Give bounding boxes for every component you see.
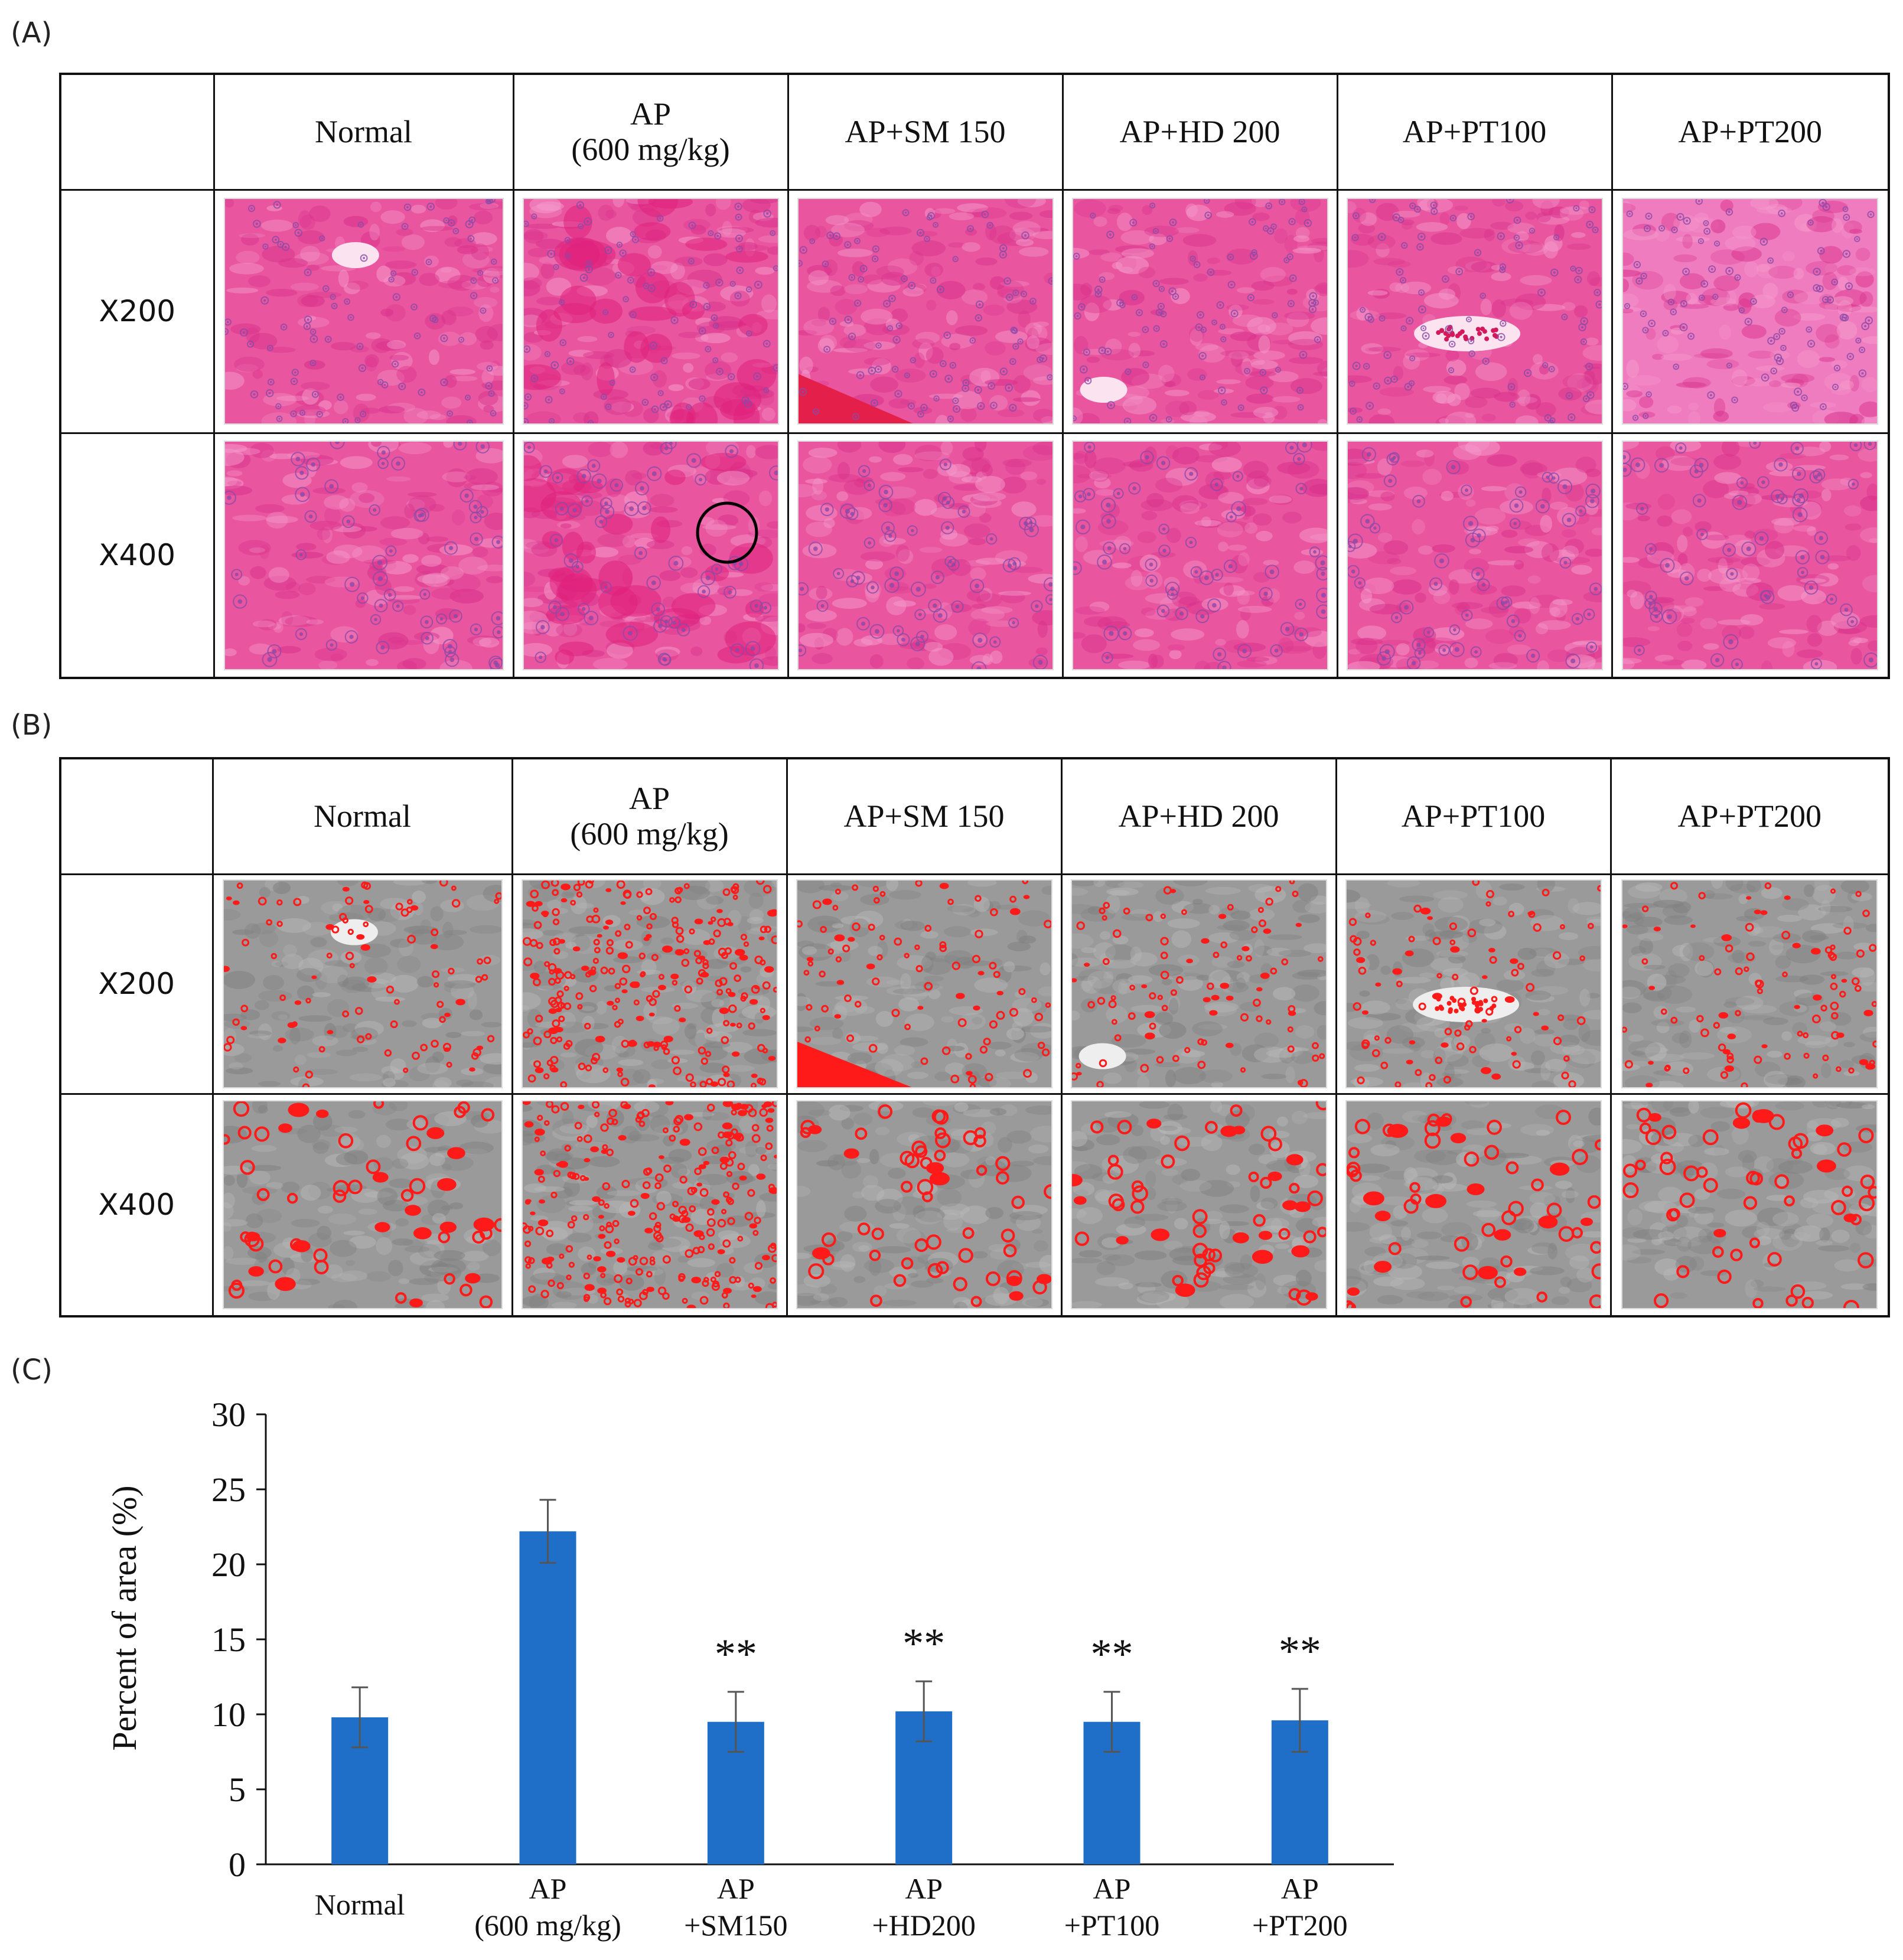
- he-ap-pt100-x200-image: [1346, 198, 1603, 425]
- mask-ap-pt100-x200-image: [1345, 879, 1602, 1088]
- corner-cell: [59, 757, 214, 875]
- col-header-ap-sm150: AP+SM 150: [787, 73, 1064, 191]
- row-label-x400: X400: [59, 432, 215, 679]
- col-header-ap-pt100: AP+PT100: [1335, 757, 1612, 875]
- x-category-label: (600 mg/kg): [474, 1909, 621, 1942]
- percent-area-bar-chart: 0 5 10 15 20 25 30 Normal AP (600 mg/kg) ** AP +SM1…: [105, 1395, 1394, 1942]
- he-ap-x200-image: [522, 198, 779, 425]
- x-category-label: +SM150: [684, 1909, 787, 1942]
- he-stain-table: Normal AP (600 mg/kg) AP+SM 150 AP+HD 200…: [59, 73, 1890, 679]
- bar: [519, 1531, 576, 1864]
- mask-ap-pt200-x400-image: [1621, 1100, 1878, 1310]
- col-header-ap-hd200: AP+HD 200: [1061, 73, 1338, 191]
- col-header-ap-pt200: AP+PT200: [1611, 73, 1890, 191]
- mask-normal-x400-image: [222, 1100, 503, 1310]
- y-tick-label: 5: [229, 1770, 246, 1809]
- y-axis-label: Percent of area (%): [105, 1485, 144, 1750]
- row-label-x200: X200: [59, 188, 215, 434]
- chart-bars: Normal AP (600 mg/kg) ** AP +SM150 ** AP +HD200 *…: [315, 1499, 1348, 1942]
- he-ap-x400-image: [522, 440, 779, 670]
- mask-ap-x200-image: [521, 879, 778, 1088]
- mask-ap-pt100-x400-image: [1345, 1100, 1602, 1310]
- y-tick-label: 25: [211, 1470, 246, 1509]
- mask-normal-x200-image: [222, 879, 503, 1088]
- x-category-label: AP: [1093, 1872, 1131, 1905]
- chart-axes: 0 5 10 15 20 25 30: [211, 1395, 1394, 1884]
- col-header-ap: AP (600 mg/kg): [511, 757, 788, 875]
- x-category-label: +PT200: [1252, 1909, 1348, 1942]
- mask-ap-hd200-x200-image: [1070, 879, 1327, 1088]
- panel-label-b: (B): [11, 709, 53, 742]
- mask-ap-hd200-x400-image: [1070, 1100, 1327, 1310]
- analysis-mask-table: Normal AP (600 mg/kg) AP+SM 150 AP+HD 200…: [59, 757, 1890, 1317]
- col-header-ap: AP (600 mg/kg): [512, 73, 789, 191]
- col-header-normal: Normal: [211, 757, 513, 875]
- y-tick-label: 0: [229, 1845, 246, 1884]
- he-ap-pt200-x200-image: [1622, 198, 1879, 425]
- y-tick-label: 30: [211, 1395, 246, 1434]
- he-ap-sm150-x200-image: [797, 198, 1054, 425]
- significance-marker: **: [902, 1620, 945, 1667]
- panel-label-c: (C): [11, 1354, 53, 1387]
- col-header-ap-pt100: AP+PT100: [1336, 73, 1613, 191]
- col-header-ap-sm150: AP+SM 150: [786, 757, 1063, 875]
- mask-ap-sm150-x400-image: [796, 1100, 1052, 1310]
- significance-marker: **: [715, 1630, 757, 1678]
- he-normal-x200-image: [223, 198, 504, 425]
- panel-label-a: (A): [11, 17, 53, 50]
- x-category-label: AP: [717, 1872, 755, 1905]
- y-tick-label: 10: [211, 1695, 246, 1734]
- he-ap-sm150-x400-image: [797, 440, 1054, 670]
- he-normal-x400-image: [223, 440, 504, 670]
- row-label-x200: X200: [59, 873, 214, 1095]
- significance-marker: **: [1279, 1628, 1321, 1675]
- x-category-label: AP: [1281, 1872, 1319, 1905]
- mask-ap-x400-image: [521, 1100, 778, 1310]
- row-label-x400: X400: [59, 1092, 214, 1317]
- he-ap-hd200-x200-image: [1071, 198, 1328, 425]
- he-ap-pt200-x400-image: [1622, 440, 1879, 670]
- x-category-label: AP: [529, 1872, 567, 1905]
- he-ap-hd200-x400-image: [1071, 440, 1328, 670]
- y-tick-label: 20: [211, 1545, 246, 1584]
- x-category-label: Normal: [315, 1888, 405, 1921]
- x-category-label: +PT100: [1064, 1909, 1160, 1942]
- mask-ap-pt200-x200-image: [1621, 879, 1878, 1088]
- corner-cell: [59, 73, 215, 191]
- mask-ap-sm150-x200-image: [796, 879, 1052, 1088]
- col-header-ap-hd200: AP+HD 200: [1060, 757, 1337, 875]
- col-header-normal: Normal: [213, 73, 514, 191]
- col-header-ap-pt200: AP+PT200: [1609, 757, 1890, 875]
- y-tick-label: 15: [211, 1620, 246, 1659]
- x-category-label: +HD200: [872, 1909, 975, 1942]
- significance-marker: **: [1091, 1630, 1133, 1678]
- x-category-label: AP: [905, 1872, 943, 1905]
- he-ap-pt100-x400-image: [1346, 440, 1603, 670]
